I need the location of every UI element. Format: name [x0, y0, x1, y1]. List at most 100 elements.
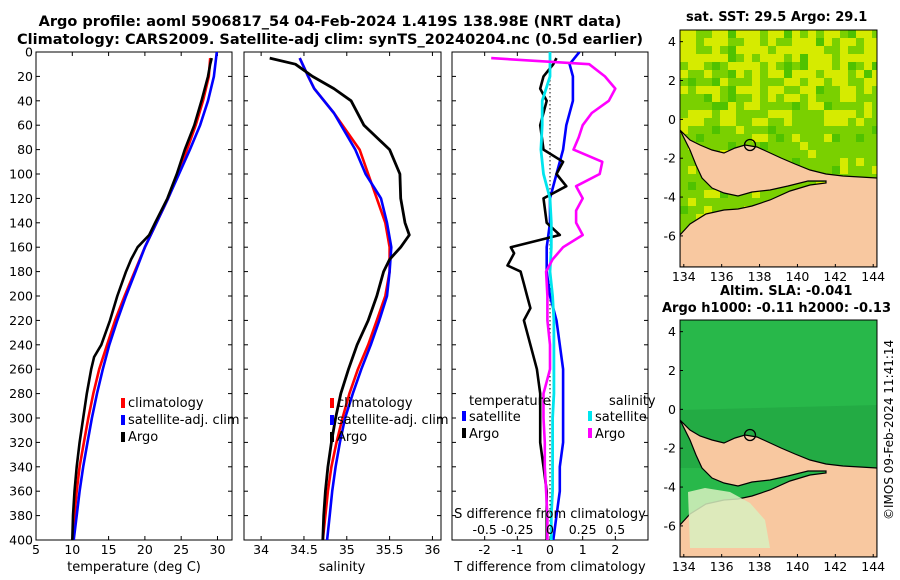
- depth-tick-label: 120: [9, 191, 33, 206]
- sla-map-frame: [679, 319, 878, 558]
- sst-cell: [776, 70, 784, 78]
- sst-cell: [840, 86, 848, 94]
- map-lon-label: 142: [823, 269, 847, 284]
- map-lon-label: 136: [710, 269, 734, 284]
- legend-heading-salinity: salinity: [609, 394, 656, 409]
- temperature-xlabel: temperature (deg C): [67, 560, 201, 575]
- sst-cell: [808, 54, 816, 62]
- sst-cell: [768, 62, 776, 70]
- sst-cell: [728, 70, 736, 78]
- map-lon-label: 134: [672, 269, 696, 284]
- map-lat-label: -6: [664, 228, 677, 243]
- sst-cell: [808, 86, 816, 94]
- sst-cell: [856, 70, 864, 78]
- temperature-axes-box: [35, 51, 233, 541]
- map-lon-label: 134: [672, 559, 696, 574]
- sst-cell: [864, 86, 872, 94]
- sst-cell: [704, 70, 712, 78]
- sst-cell: [792, 78, 800, 86]
- depth-tick-label: 340: [9, 459, 33, 474]
- sst-cell: [824, 102, 832, 110]
- legend-label-sal-satellite: satellite: [595, 410, 647, 425]
- sst-cell: [872, 62, 877, 70]
- sst-cell: [848, 110, 856, 118]
- s-diff-tick-label: 0.25: [569, 522, 597, 537]
- sst-cell: [816, 86, 824, 94]
- sst-cell: [824, 110, 832, 118]
- sst-cell: [696, 86, 704, 94]
- temperature-x-axis: 5 10 15 20 25 30: [32, 52, 225, 557]
- sst-cell: [792, 134, 800, 142]
- sst-cell: [768, 94, 776, 102]
- sst-cell: [840, 46, 848, 54]
- sst-cell: [688, 110, 696, 118]
- sst-cell: [760, 134, 768, 142]
- sst-cell: [872, 78, 877, 86]
- sst-cell: [688, 62, 696, 70]
- sst-cell: [728, 94, 736, 102]
- sst-cell: [696, 62, 704, 70]
- sst-cell: [760, 46, 768, 54]
- sst-cell: [808, 78, 816, 86]
- sst-cell: [816, 46, 824, 54]
- legend-label-climatology: climatology: [128, 396, 204, 411]
- sst-cell: [720, 38, 728, 46]
- sla-map: 134 136 138 140 142 144 4 2 0 -2 -4 -6: [664, 319, 885, 574]
- difference-series: [491, 52, 617, 540]
- s-diff-tick-label: 0: [546, 522, 554, 537]
- salinity-depth-ticks: [244, 51, 441, 541]
- sst-cell: [832, 118, 840, 126]
- legend-label-argo: Argo: [337, 430, 367, 445]
- sst-cell: [824, 70, 832, 78]
- sst-cell: [808, 38, 816, 46]
- sla-map-title-line1: Altim. SLA: -0.041: [720, 284, 853, 299]
- sst-cell: [744, 62, 752, 70]
- sst-cell: [704, 86, 712, 94]
- sst-cell: [728, 142, 736, 150]
- sst-cell: [744, 38, 752, 46]
- figure-title-line1: Argo profile: aoml 5906817_54 04-Feb-202…: [38, 14, 622, 30]
- legend-label-temp-satellite: satellite: [469, 410, 521, 425]
- salinity-legend: climatology satellite-adj. clim Argo: [330, 396, 449, 445]
- sst-cell: [840, 166, 848, 174]
- sst-cell: [824, 134, 832, 142]
- sst-cell: [800, 46, 808, 54]
- sst-cell: [784, 94, 792, 102]
- series-line-climatology: [71, 58, 212, 540]
- salinity-axes-box: [243, 51, 442, 541]
- sst-cell: [688, 182, 696, 190]
- sst-cell: [800, 142, 808, 150]
- sst-cell: [824, 30, 832, 38]
- sst-cell: [752, 118, 760, 126]
- sst-cell: [688, 46, 696, 54]
- sst-cell: [776, 46, 784, 54]
- sst-cell: [680, 30, 688, 38]
- sst-cell: [696, 110, 704, 118]
- map-lat-label: -4: [664, 190, 677, 205]
- sst-cell: [736, 70, 744, 78]
- sst-cell: [792, 30, 800, 38]
- map-lat-label: 4: [668, 324, 676, 339]
- sst-cell: [832, 30, 840, 38]
- sst-cell: [720, 190, 728, 198]
- sst-cell: [752, 190, 760, 198]
- depth-tick-label: 40: [17, 93, 33, 108]
- sst-cell: [784, 118, 792, 126]
- depth-tick-label: 400: [9, 533, 33, 548]
- sst-cell: [752, 38, 760, 46]
- sst-cell: [712, 54, 720, 62]
- sst-cell: [688, 118, 696, 126]
- legend-label-satellite: satellite-adj. clim: [128, 413, 240, 428]
- x-tick-label: 2: [611, 542, 619, 557]
- sst-cell: [808, 46, 816, 54]
- depth-tick-label: 320: [9, 435, 33, 450]
- sst-cell: [760, 118, 768, 126]
- sst-cell: [840, 78, 848, 86]
- sst-cell: [784, 46, 792, 54]
- sst-cell: [688, 38, 696, 46]
- sst-cell: [840, 62, 848, 70]
- sst-cell: [736, 126, 744, 134]
- map-lon-label: 144: [861, 559, 885, 574]
- sst-cell: [744, 30, 752, 38]
- legend-swatch-satellite: [121, 415, 125, 425]
